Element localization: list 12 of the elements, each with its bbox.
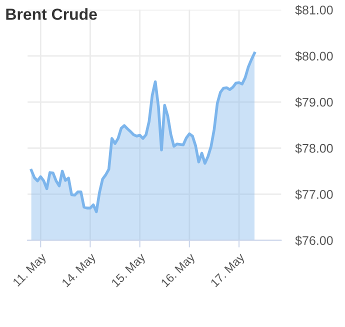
x-tick-label: 16. May <box>160 252 198 289</box>
x-tick-label: 14. May <box>61 252 98 289</box>
y-tick-label: $81.00 <box>295 5 333 16</box>
chart-title: Brent Crude <box>6 8 97 20</box>
x-tick-label: 11. May <box>12 252 48 288</box>
y-tick-label: $79.00 <box>295 97 333 108</box>
y-tick-label: $77.00 <box>295 190 333 200</box>
y-tick-label: $78.00 <box>295 143 333 154</box>
y-tick-label: $76.00 <box>295 236 333 246</box>
x-tick-label: 15. May <box>111 252 148 289</box>
x-tick-label: 17. May <box>210 252 247 289</box>
y-tick-label: $80.00 <box>295 51 333 62</box>
